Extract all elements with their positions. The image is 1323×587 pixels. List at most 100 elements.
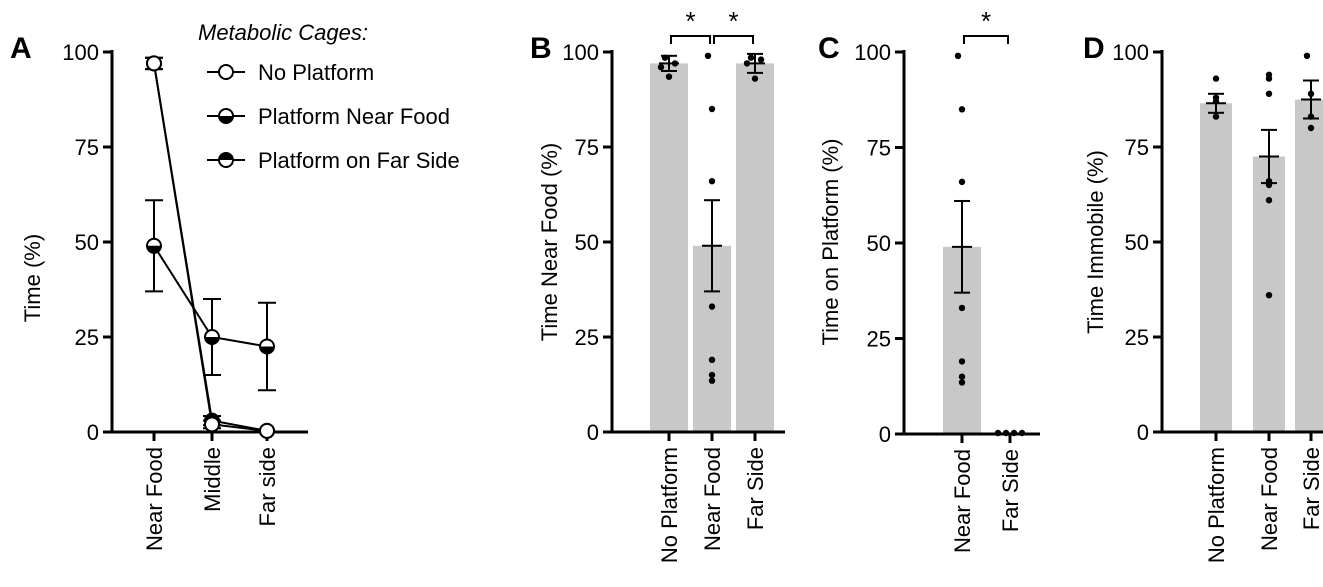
panel-d-ytick-label-25: 25 bbox=[1125, 325, 1149, 350]
point-b-no-platform-2 bbox=[657, 63, 665, 71]
panel-b-ytick-label-100: 100 bbox=[562, 40, 599, 65]
legend-marker-no-platform bbox=[218, 64, 234, 80]
significance-star-b-1: * bbox=[728, 6, 738, 36]
point-no-platform-far-side bbox=[259, 422, 275, 439]
panel-letter-a: A bbox=[10, 32, 32, 65]
point-c-near-food-1 bbox=[958, 106, 966, 113]
point-b-far-side-1 bbox=[757, 56, 765, 63]
panel-b-ytick-label-50: 50 bbox=[575, 230, 599, 255]
errorbar-b-near-food bbox=[702, 199, 722, 293]
panel-a-category-middle: Middle bbox=[200, 447, 225, 512]
legend-title: Metabolic Cages: bbox=[198, 20, 368, 45]
point-d-far-side-3 bbox=[1307, 124, 1315, 132]
panel-letter-c: C bbox=[818, 32, 840, 65]
point-b-near-food-3 bbox=[708, 303, 716, 310]
panel-b-category-near-food: Near Food bbox=[700, 447, 725, 551]
panel-a-ytick-label-100: 100 bbox=[62, 40, 99, 65]
point-d-near-food-6 bbox=[1265, 292, 1273, 299]
point-platform-near-food-far-side bbox=[259, 338, 275, 355]
legend-label-platform-near-food: Platform Near Food bbox=[258, 104, 450, 129]
panel-c-axes: 0 25 50 75 100 Near Food Far Side bbox=[854, 40, 1040, 553]
significance-bracket-c-0 bbox=[963, 35, 1009, 44]
point-no-platform-middle bbox=[204, 416, 220, 433]
legend-marker-platform-near-food-outline bbox=[218, 108, 234, 124]
panel-b-ytick-label-75: 75 bbox=[575, 135, 599, 160]
point-b-far-side-3 bbox=[751, 75, 759, 82]
panel-c-category-near-food: Near Food bbox=[950, 449, 975, 553]
legend-label-no-platform: No Platform bbox=[258, 60, 374, 85]
point-c-far-side-3 bbox=[1018, 429, 1026, 437]
panel-b-ytick-label-0: 0 bbox=[587, 420, 599, 445]
panel-d-bars bbox=[1200, 99, 1323, 433]
point-c-far-side-0 bbox=[994, 429, 1002, 437]
panel-c-ytick-label-75: 75 bbox=[867, 136, 891, 161]
panel-a-ylabel: Time (%) bbox=[20, 234, 45, 322]
point-platform-near-food-middle bbox=[204, 329, 220, 345]
panel-b-axes: 0 25 50 75 100 No Platform Near Food Far Side bbox=[562, 40, 785, 563]
panel-a-ytick-label-50: 50 bbox=[75, 230, 99, 255]
point-no-platform-near-food bbox=[146, 55, 162, 72]
point-c-far-side-2 bbox=[1010, 429, 1018, 437]
point-d-far-side-0 bbox=[1303, 52, 1311, 59]
point-c-near-food-3 bbox=[958, 304, 966, 312]
panel-c-ytick-label-50: 50 bbox=[867, 231, 891, 256]
point-d-near-food-5 bbox=[1265, 197, 1273, 204]
bar-d-far-side bbox=[1295, 99, 1323, 432]
panel-a-ytick-label-0: 0 bbox=[87, 420, 99, 445]
legend-label-platform-far-side: Platform on Far Side bbox=[258, 148, 460, 173]
errorbar-c-near-food bbox=[952, 199, 972, 294]
legend: Metabolic Cages: No Platform Platform Ne… bbox=[198, 20, 460, 173]
panel-d-ytick-label-50: 50 bbox=[1125, 230, 1149, 255]
point-b-far-side-0 bbox=[747, 54, 755, 61]
panel-d-ytick-label-0: 0 bbox=[1137, 420, 1149, 445]
point-c-near-food-5 bbox=[958, 373, 966, 380]
point-b-near-food-0 bbox=[704, 52, 712, 59]
panel-c-errorbars bbox=[952, 199, 972, 294]
point-c-near-food-2 bbox=[958, 178, 966, 186]
panel-d-ytick-label-75: 75 bbox=[1125, 135, 1149, 160]
errorbar-b-no-platform bbox=[659, 54, 679, 72]
point-c-far-side-1 bbox=[1002, 429, 1010, 437]
point-c-near-food-6 bbox=[958, 379, 966, 386]
errorbar-d-far-side bbox=[1301, 79, 1321, 120]
panel-b-ytick-label-25: 25 bbox=[575, 325, 599, 350]
point-d-near-food-1 bbox=[1265, 75, 1273, 82]
point-c-near-food-0 bbox=[954, 52, 962, 60]
point-platform-near-food-far-side-outline bbox=[259, 338, 275, 355]
panel-a-ytick-label-25: 25 bbox=[75, 325, 99, 350]
panel-b-points bbox=[657, 52, 765, 384]
point-d-near-food-2 bbox=[1265, 90, 1273, 98]
panel-c-ytick-label-0: 0 bbox=[879, 422, 891, 447]
panel-d: D Time Immobile (%) bbox=[1083, 32, 1108, 334]
point-platform-near-food-near-food-outline bbox=[146, 237, 162, 254]
panel-c-ytick-label-100: 100 bbox=[854, 40, 891, 65]
point-b-near-food-2 bbox=[708, 178, 716, 185]
panel-c-ylabel: Time on Platform (%) bbox=[818, 138, 843, 345]
point-b-near-food-5 bbox=[708, 371, 716, 379]
legend-marker-platform-near-food bbox=[218, 108, 234, 124]
legend-marker-platform-on-far-side-outline bbox=[218, 152, 234, 168]
legend-marker-no-platform-circle bbox=[218, 64, 234, 80]
panel-d-ytick-label-100: 100 bbox=[1112, 40, 1149, 65]
panel-d-category-near-food: Near Food bbox=[1257, 447, 1282, 551]
significance-star-c-0: * bbox=[981, 6, 991, 36]
point-c-near-food-4 bbox=[958, 358, 966, 365]
panel-d-ylabel: Time Immobile (%) bbox=[1083, 150, 1108, 334]
panel-a-ytick-label-75: 75 bbox=[75, 135, 99, 160]
bar-b-no-platform bbox=[650, 63, 688, 433]
panel-b-category-far-side: Far Side bbox=[743, 447, 768, 530]
panel-letter-d: D bbox=[1083, 32, 1105, 65]
panel-d-axes: 0 25 50 75 100 No Platform Near Food Far Side bbox=[1112, 40, 1323, 563]
point-platform-near-food-near-food bbox=[146, 237, 162, 254]
point-b-no-platform-3 bbox=[665, 73, 673, 80]
series-no-platform bbox=[145, 55, 275, 439]
panel-d-category-no-platform: No Platform bbox=[1204, 447, 1229, 563]
panel-d-errorbars bbox=[1206, 79, 1321, 185]
point-no-platform-middle-circle bbox=[204, 416, 220, 433]
panel-a-category-far-side: Far side bbox=[255, 447, 280, 526]
panel-b-errorbars bbox=[659, 52, 765, 293]
panel-c-points bbox=[954, 52, 1026, 437]
errorbar-b-far-side bbox=[745, 52, 765, 74]
point-d-no-platform-0 bbox=[1212, 75, 1220, 82]
